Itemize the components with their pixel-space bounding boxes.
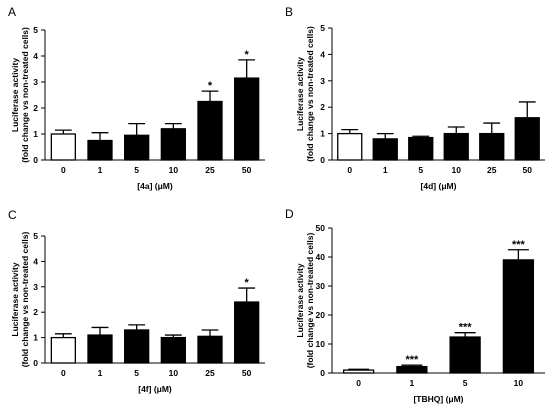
y-tick-label: 2 (320, 102, 325, 112)
y-tick-label: 2 (33, 307, 38, 317)
x-tick-label: 25 (205, 165, 215, 175)
panel-letter: A (8, 5, 16, 19)
bar (197, 335, 223, 364)
panel-c: C 0 1 2 3 4 5 Luciferase activity (fold change v… (8, 208, 265, 394)
y-axis-label-subtitle: (fold change vs non-treated cells) (20, 232, 30, 368)
x-tick-label: 5 (463, 378, 468, 388)
x-tick-label: 5 (418, 165, 423, 175)
x-tick-label: 1 (410, 378, 415, 388)
y-axis-label: Luciferase activity (295, 263, 305, 337)
significance-marker: * (245, 49, 250, 61)
x-tick-label: 10 (169, 165, 179, 175)
bar (372, 138, 398, 161)
bar (443, 132, 469, 161)
x-tick-label: 0 (356, 378, 361, 388)
y-tick-label: 4 (33, 51, 38, 61)
y-tick-label: 0 (33, 358, 38, 368)
x-tick-label: 0 (61, 368, 66, 378)
x-tick-label: 0 (347, 165, 352, 175)
x-tick-label: 5 (134, 368, 139, 378)
y-tick-label: 4 (33, 256, 38, 266)
y-tick-label: 1 (33, 333, 38, 343)
y-axis-label-subtitle: (fold change vs non-treated cells) (20, 27, 30, 163)
x-tick-label: 50 (242, 165, 252, 175)
y-tick-label: 0 (33, 155, 38, 165)
x-tick-label: 10 (169, 368, 179, 378)
x-tick-label: 50 (242, 368, 252, 378)
bar (449, 336, 481, 374)
bar (124, 329, 150, 364)
y-tick-label: 3 (33, 77, 38, 87)
y-axis-label-subtitle: (fold change vs non-treated cells) (305, 233, 315, 369)
bar (479, 132, 505, 161)
y-axis-label-subtitle: (fold change vs non-treated cells) (305, 26, 315, 162)
y-tick-label: 0 (320, 155, 325, 165)
panel-a: A 0 1 2 3 4 5 Luciferase activity (fold change v… (8, 5, 265, 191)
bar (50, 336, 76, 364)
x-tick-label: 1 (98, 165, 103, 175)
panel-b: B 0 1 2 3 4 5 Luciferase activity (fold change v… (285, 5, 545, 191)
x-axis-label: [TBHQ] (μM) (413, 394, 463, 404)
bar (234, 77, 260, 161)
y-axis-label: Luciferase activity (10, 58, 20, 132)
y-tick-label: 50 (316, 223, 326, 233)
bar (502, 259, 535, 374)
bar (514, 117, 540, 161)
significance-marker: * (208, 80, 213, 92)
panel-letter: C (8, 208, 17, 222)
y-tick-label: 10 (316, 339, 326, 349)
bar (342, 369, 375, 374)
x-tick-label: 50 (523, 165, 533, 175)
panel-letter: B (285, 5, 293, 19)
y-tick-label: 3 (33, 282, 38, 292)
bar (234, 301, 260, 364)
panel-letter: D (285, 207, 294, 221)
y-tick-label: 5 (33, 25, 38, 35)
x-tick-label: 5 (134, 165, 139, 175)
y-tick-label: 5 (320, 23, 325, 33)
y-tick-label: 3 (320, 76, 325, 86)
bar (87, 334, 113, 364)
bar (197, 100, 223, 161)
x-tick-label: 1 (98, 368, 103, 378)
significance-marker: *** (512, 239, 526, 251)
x-tick-label: 1 (383, 165, 388, 175)
x-tick-label: 10 (452, 165, 462, 175)
x-tick-label: 0 (61, 165, 66, 175)
y-axis-label: Luciferase activity (10, 262, 20, 336)
y-tick-label: 1 (33, 129, 38, 139)
x-axis-label: [4d] (μM) (421, 181, 457, 191)
x-tick-label: 10 (514, 378, 524, 388)
bar (124, 134, 150, 161)
x-tick-label: 25 (205, 368, 215, 378)
bar (408, 136, 434, 161)
y-tick-label: 5 (33, 231, 38, 241)
x-axis-label: [4f] (μM) (138, 384, 172, 394)
bar (160, 336, 186, 364)
y-tick-label: 1 (320, 129, 325, 139)
bar (337, 132, 363, 161)
x-tick-label: 25 (487, 165, 497, 175)
y-tick-label: 4 (320, 49, 325, 59)
y-tick-label: 2 (33, 103, 38, 113)
significance-marker: *** (405, 354, 419, 366)
y-tick-label: 0 (320, 368, 325, 378)
y-tick-label: 20 (316, 310, 326, 320)
significance-marker: * (245, 277, 250, 289)
y-tick-label: 40 (316, 252, 326, 262)
y-tick-label: 30 (316, 281, 326, 291)
significance-marker: *** (459, 322, 473, 334)
x-axis-label: [4a] (μM) (137, 181, 173, 191)
bar (396, 365, 428, 374)
bar (50, 133, 76, 161)
bar (160, 128, 186, 161)
bar (87, 139, 113, 161)
y-axis-label: Luciferase activity (295, 57, 305, 131)
